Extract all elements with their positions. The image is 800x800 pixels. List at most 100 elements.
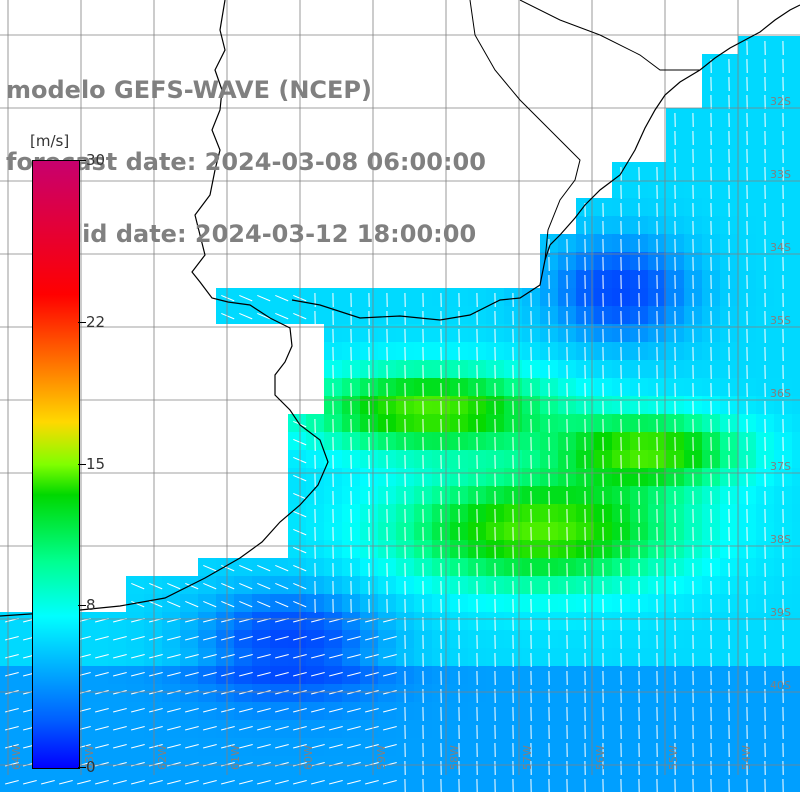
wind-speed-cell bbox=[792, 36, 800, 54]
wind-arrow bbox=[149, 582, 163, 590]
colorbar bbox=[32, 160, 80, 769]
wind-speed-cell bbox=[792, 414, 800, 432]
wind-speed-cell bbox=[792, 630, 800, 648]
wind-arrow bbox=[275, 762, 289, 767]
wind-speed-cell bbox=[792, 234, 800, 252]
wind-arrow bbox=[95, 726, 109, 731]
wind-arrow bbox=[239, 636, 253, 641]
wind-arrow bbox=[5, 654, 19, 659]
latitude-label: 38S bbox=[770, 533, 791, 546]
wind-speed-cell bbox=[792, 468, 800, 486]
wind-arrow bbox=[221, 654, 235, 659]
wind-speed-cell bbox=[792, 252, 800, 270]
wind-arrow bbox=[203, 744, 217, 749]
colorbar-tick-mark bbox=[78, 605, 86, 607]
wind-arrow bbox=[149, 636, 163, 641]
wind-arrow bbox=[383, 726, 397, 731]
wind-speed-cell bbox=[792, 72, 800, 90]
wind-arrow bbox=[383, 654, 397, 659]
coastline bbox=[0, 0, 329, 617]
wind-arrow bbox=[131, 708, 145, 713]
colorbar-tick-mark bbox=[78, 463, 86, 465]
latitude-label: 40S bbox=[770, 679, 791, 692]
wind-arrow bbox=[365, 672, 379, 677]
latitude-label: 34S bbox=[770, 241, 791, 254]
wind-arrow bbox=[167, 708, 181, 713]
wind-arrow bbox=[383, 780, 397, 785]
wind-arrow bbox=[347, 672, 361, 677]
wind-arrow bbox=[275, 312, 289, 320]
wind-speed-cell bbox=[792, 288, 800, 306]
wind-arrow bbox=[239, 600, 253, 608]
wind-arrow bbox=[383, 672, 397, 677]
wind-arrow bbox=[239, 726, 253, 731]
wind-speed-cell bbox=[792, 216, 800, 234]
wind-speed-cell bbox=[792, 198, 800, 216]
wind-arrow bbox=[239, 672, 253, 677]
wind-arrow bbox=[221, 672, 235, 677]
wind-speed-cell bbox=[792, 270, 800, 288]
wind-speed-cell bbox=[792, 540, 800, 558]
wind-arrow bbox=[203, 726, 217, 731]
wind-arrow bbox=[5, 780, 19, 785]
wind-arrow bbox=[95, 636, 109, 641]
wind-arrow bbox=[131, 744, 145, 749]
wind-arrow bbox=[149, 762, 163, 767]
colorbar-tick-mark bbox=[78, 160, 86, 161]
wind-arrow bbox=[221, 564, 235, 572]
wind-arrow bbox=[185, 672, 199, 677]
wind-arrow bbox=[131, 654, 145, 659]
wind-arrow bbox=[329, 636, 343, 641]
title-model: modelo GEFS-WAVE (NCEP) bbox=[6, 76, 372, 104]
wind-arrow bbox=[257, 312, 271, 320]
wind-speed-cell bbox=[792, 612, 800, 630]
longitude-label: 63W bbox=[83, 745, 96, 770]
wind-arrow bbox=[257, 294, 271, 302]
wind-arrow bbox=[221, 582, 235, 590]
wind-arrow bbox=[257, 726, 271, 731]
wind-arrow bbox=[149, 654, 163, 659]
wind-arrow bbox=[77, 780, 91, 785]
wind-arrow bbox=[239, 744, 253, 749]
wind-arrow bbox=[293, 780, 307, 785]
wind-arrow bbox=[365, 654, 379, 659]
wind-arrow bbox=[131, 762, 145, 767]
wind-arrow bbox=[275, 654, 289, 659]
wind-arrow bbox=[329, 762, 343, 767]
wind-arrow bbox=[239, 312, 253, 320]
wind-arrow bbox=[113, 726, 127, 731]
wind-arrow bbox=[203, 564, 217, 572]
wind-speed-cell bbox=[792, 342, 800, 360]
colorbar-tick-label: 30 bbox=[86, 151, 106, 169]
wind-arrow bbox=[5, 726, 19, 731]
wind-arrow bbox=[221, 636, 235, 641]
wind-arrow bbox=[95, 708, 109, 713]
wind-arrow bbox=[275, 744, 289, 749]
wind-arrow bbox=[347, 762, 361, 767]
wind-arrow bbox=[275, 708, 289, 713]
colorbar-unit: [m/s] bbox=[30, 132, 70, 150]
colorbar-tick-label: 0 bbox=[86, 758, 96, 776]
wind-arrow bbox=[149, 708, 163, 713]
wind-speed-cell bbox=[792, 432, 800, 450]
wind-arrow bbox=[203, 780, 217, 785]
wind-arrow bbox=[203, 672, 217, 677]
wind-speed-cell bbox=[792, 324, 800, 342]
longitude-label: 56W bbox=[594, 745, 607, 770]
wind-arrow bbox=[95, 744, 109, 749]
wind-arrow bbox=[167, 762, 181, 767]
latitude-label: 36S bbox=[770, 387, 791, 400]
wind-arrow bbox=[149, 780, 163, 785]
wind-arrow bbox=[311, 744, 325, 749]
wind-speed-cell bbox=[792, 720, 800, 738]
wind-arrow bbox=[347, 636, 361, 641]
wind-arrow bbox=[221, 708, 235, 713]
wind-vector-field bbox=[5, 40, 784, 794]
wind-speed-cell bbox=[792, 648, 800, 666]
wind-speed-cell bbox=[792, 162, 800, 180]
longitude-label: 64W bbox=[10, 745, 23, 770]
wind-arrow bbox=[365, 636, 379, 641]
wind-arrow bbox=[257, 708, 271, 713]
wind-speed-cell bbox=[792, 108, 800, 126]
wind-arrow bbox=[5, 708, 19, 713]
